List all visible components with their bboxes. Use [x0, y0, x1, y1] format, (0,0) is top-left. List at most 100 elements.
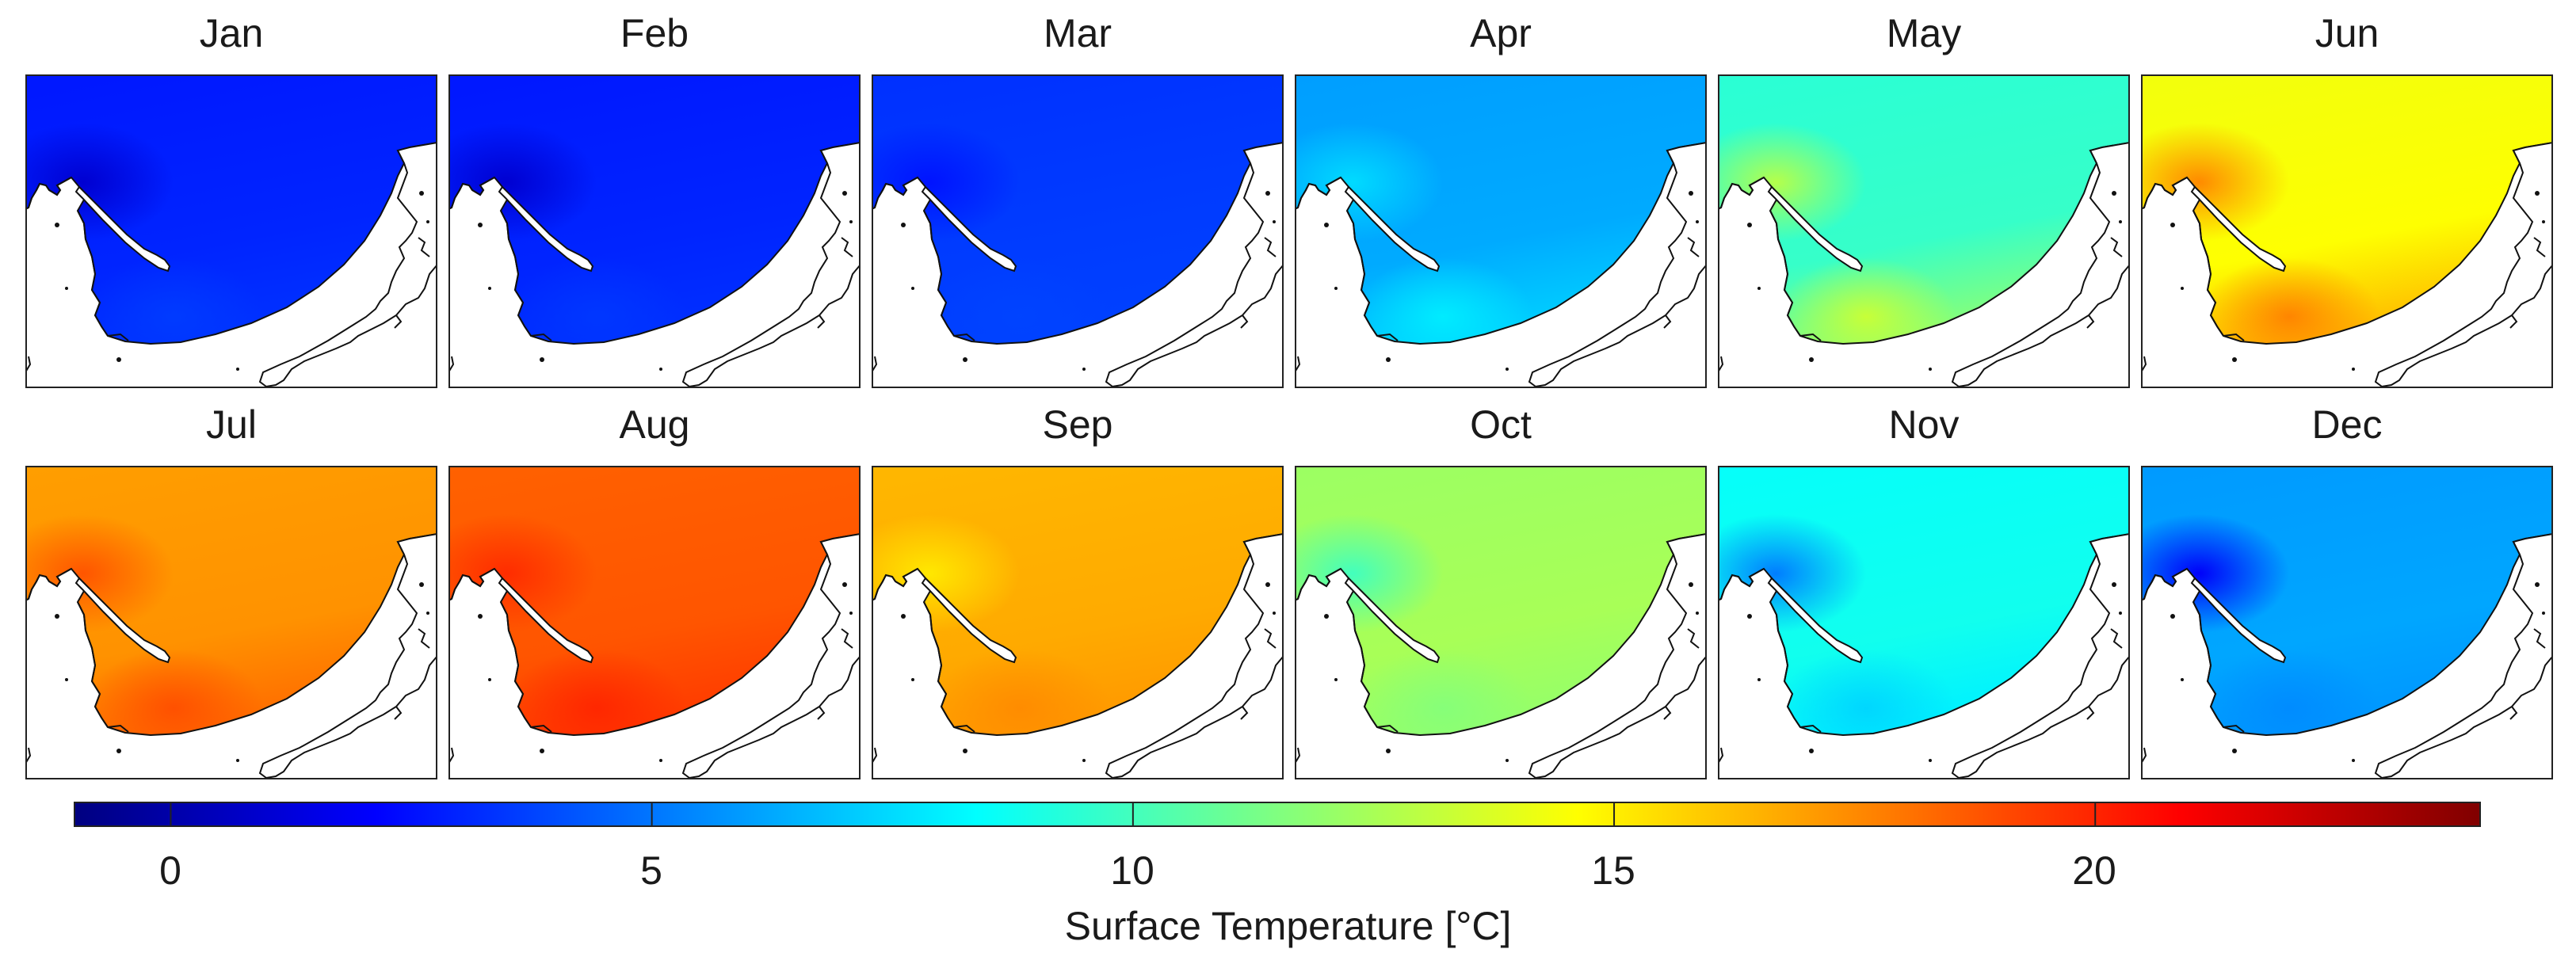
islet [659, 759, 662, 762]
colorbar-tick-label: 15 [1591, 848, 1635, 893]
eastern-land [258, 532, 438, 779]
eastern-land [1528, 141, 1708, 388]
shoreline-detail [1717, 568, 1765, 601]
southern-shallows [872, 466, 1284, 735]
colorbar-tick-label: 20 [2072, 848, 2116, 893]
colorbar-tick-label: 10 [1110, 848, 1154, 893]
map-canvas [448, 74, 861, 388]
shoreline-detail [2110, 628, 2123, 649]
shoreline-detail [25, 568, 72, 601]
islet [1324, 223, 1329, 227]
islet [65, 287, 68, 290]
islet [2352, 368, 2355, 371]
panel-title: Jun [2315, 11, 2379, 55]
islet [236, 368, 239, 371]
map-canvas [1294, 465, 1708, 779]
shoreline-detail [418, 237, 430, 257]
southern-shallows [2141, 466, 2553, 735]
islet [2352, 759, 2355, 762]
shoreline-detail [107, 724, 129, 733]
spit-island [1767, 577, 1864, 664]
southern-shallows [448, 466, 861, 735]
islet [478, 614, 483, 619]
islet [2119, 612, 2122, 615]
panel-jun: Jun [2140, 0, 2554, 388]
panel-oct: Oct [1294, 391, 1708, 779]
eastern-land [1105, 532, 1284, 779]
panel-title: May [1886, 11, 1962, 55]
islet [2181, 678, 2184, 681]
temperature-map [2140, 465, 2554, 779]
panel-title: Dec [2311, 402, 2383, 447]
islet [419, 191, 424, 196]
panel-title: Aug [619, 402, 690, 447]
islet [901, 614, 906, 619]
islet [1506, 759, 1509, 762]
eastern-land [681, 532, 861, 779]
map-canvas [448, 465, 861, 779]
southern-shallows [2141, 74, 2553, 344]
panel-title: Jul [206, 402, 257, 447]
southern-shallows [1718, 466, 2130, 735]
islet [2119, 220, 2122, 223]
temperature-map [871, 465, 1284, 779]
panel-jul: Jul [25, 391, 438, 779]
islet [478, 223, 483, 227]
islet [488, 287, 491, 290]
islet [1757, 678, 1761, 681]
islet [1324, 614, 1329, 619]
islet [1689, 191, 1693, 196]
islet [901, 223, 906, 227]
shoreline-detail [448, 177, 495, 210]
islet [2181, 287, 2184, 290]
southern-shallows [448, 74, 861, 344]
islet [1082, 759, 1086, 762]
shoreline-detail [1346, 601, 1378, 728]
temperature-map [871, 74, 1284, 388]
southern-shallows [25, 74, 437, 344]
map-canvas [1717, 74, 2131, 388]
islet [963, 749, 967, 753]
shoreline-detail [1376, 724, 1399, 733]
map-canvas [1294, 74, 1708, 388]
islet [488, 678, 491, 681]
shoreline-detail [2509, 314, 2518, 329]
islet [2232, 749, 2237, 753]
islet [1809, 357, 1814, 362]
shoreline-detail [1240, 314, 1249, 329]
panel-feb: Feb [448, 0, 861, 388]
islet [1273, 220, 1276, 223]
spit-island [2190, 185, 2287, 272]
islet [1689, 582, 1693, 587]
map-canvas [871, 74, 1284, 388]
temperature-map [1717, 74, 2131, 388]
islet [1265, 191, 1270, 196]
panel-frame [1295, 74, 1707, 388]
islet [1747, 614, 1752, 619]
shoreline-detail [1687, 237, 1700, 257]
islet [1757, 287, 1761, 290]
shoreline-detail [1264, 628, 1277, 649]
islet [842, 582, 847, 587]
panel-title: Jan [199, 11, 264, 55]
colorbar-tick-label: 0 [159, 848, 181, 893]
panel-frame [1718, 466, 2130, 779]
shoreline-detail [1294, 568, 1341, 601]
spit-island [1767, 185, 1864, 272]
spit-island [1344, 185, 1441, 272]
map-canvas [2140, 465, 2554, 779]
shoreline-detail [2509, 706, 2518, 720]
panel-dec: Dec [2140, 391, 2554, 779]
islet [116, 749, 121, 753]
islet [1265, 582, 1270, 587]
shoreline-detail [394, 314, 403, 329]
shoreline-detail [1717, 177, 1765, 210]
panel-aug: Aug [448, 391, 861, 779]
panel-frame [25, 74, 437, 388]
eastern-land [1105, 141, 1284, 388]
shoreline-detail [871, 177, 918, 210]
islet [2112, 191, 2116, 196]
spit-island [921, 185, 1017, 272]
islet [1273, 612, 1276, 615]
panel-mar: Mar [871, 0, 1284, 388]
